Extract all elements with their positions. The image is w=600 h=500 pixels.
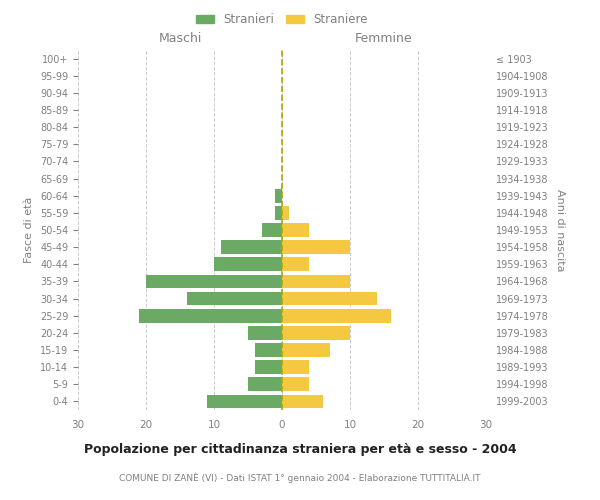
Bar [282, 394, 323, 408]
Bar [282, 292, 377, 306]
Y-axis label: Anni di nascita: Anni di nascita [555, 188, 565, 271]
Text: COMUNE DI ZANÈ (VI) - Dati ISTAT 1° gennaio 2004 - Elaborazione TUTTITALIA.IT: COMUNE DI ZANÈ (VI) - Dati ISTAT 1° genn… [119, 472, 481, 483]
Bar [262, 223, 282, 237]
Legend: Stranieri, Straniere: Stranieri, Straniere [191, 8, 373, 31]
Bar [139, 309, 282, 322]
Bar [255, 360, 282, 374]
Bar [248, 378, 282, 391]
Bar [207, 394, 282, 408]
Bar [187, 292, 282, 306]
Bar [282, 258, 309, 271]
Bar [248, 326, 282, 340]
Bar [255, 343, 282, 357]
Bar [282, 309, 391, 322]
Bar [275, 206, 282, 220]
Text: Femmine: Femmine [355, 32, 413, 45]
Bar [282, 274, 350, 288]
Text: Maschi: Maschi [158, 32, 202, 45]
Bar [282, 326, 350, 340]
Bar [282, 378, 309, 391]
Text: Popolazione per cittadinanza straniera per età e sesso - 2004: Popolazione per cittadinanza straniera p… [83, 442, 517, 456]
Bar [282, 223, 309, 237]
Bar [282, 360, 309, 374]
Bar [214, 258, 282, 271]
Bar [146, 274, 282, 288]
Bar [282, 240, 350, 254]
Bar [282, 343, 329, 357]
Bar [282, 206, 289, 220]
Y-axis label: Fasce di età: Fasce di età [25, 197, 34, 263]
Bar [275, 189, 282, 202]
Bar [221, 240, 282, 254]
